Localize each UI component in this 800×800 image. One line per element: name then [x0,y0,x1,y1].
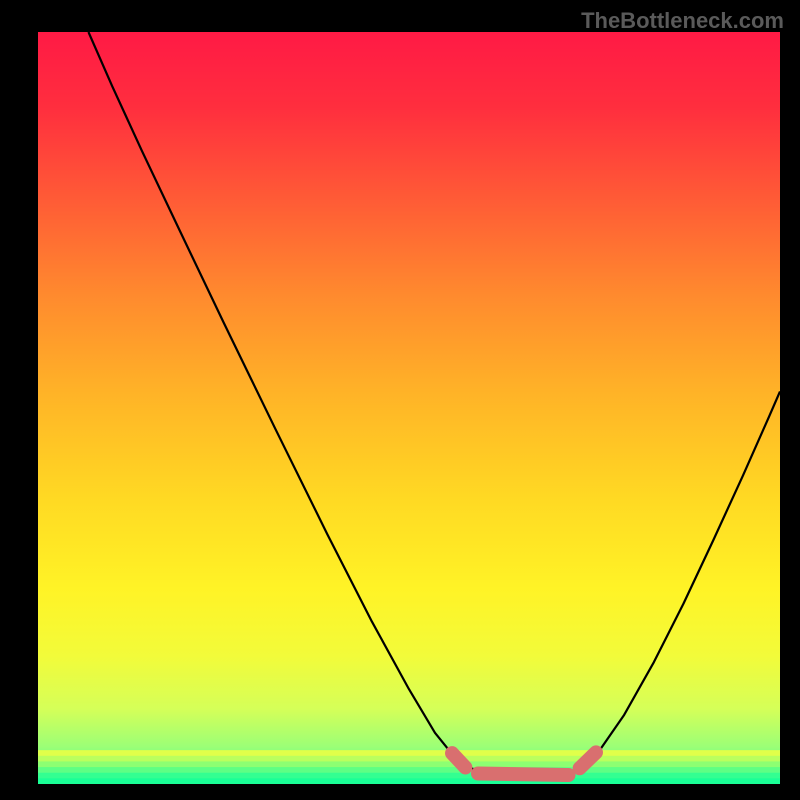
plot-area [38,32,780,784]
watermark-text: TheBottleneck.com [581,8,784,34]
plot-svg [38,32,780,784]
chart-container: TheBottleneck.com [0,0,800,800]
